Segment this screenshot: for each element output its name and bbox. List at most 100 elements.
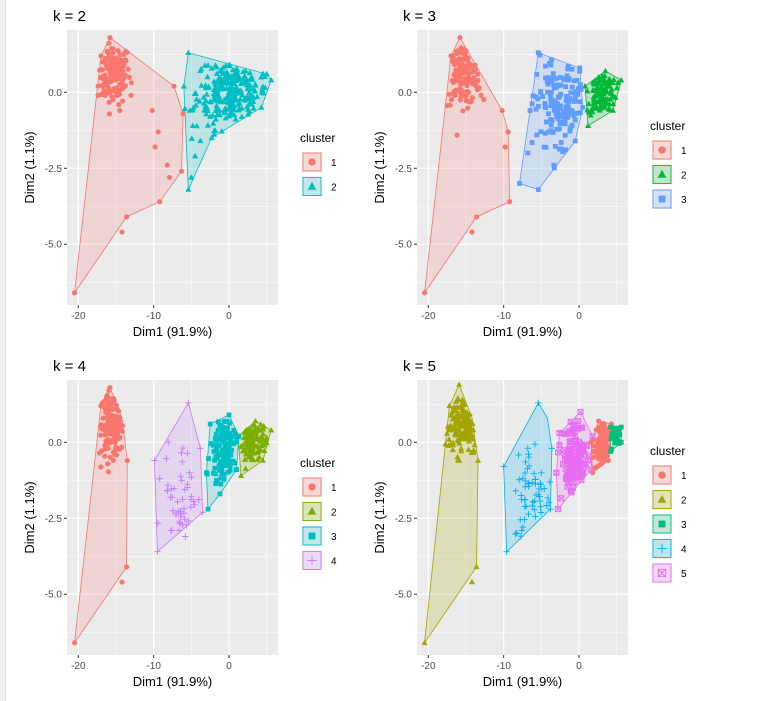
data-point [503,548,510,555]
data-point [557,146,562,152]
data-point [259,86,266,92]
data-point [563,147,568,153]
data-point [268,76,275,83]
legend-symbol-1 [658,146,666,154]
data-point [548,122,554,128]
data-point [232,431,238,437]
data-point [107,431,113,437]
legend-title: cluster [300,131,335,145]
data-point [100,415,107,421]
data-point [98,432,104,438]
data-point [549,118,555,123]
data-point [455,410,462,416]
data-point [215,434,221,440]
data-point [155,129,161,135]
data-point [459,417,467,423]
data-point [117,107,123,114]
data-point [221,419,227,424]
data-point [585,122,592,128]
data-point [116,57,122,63]
data-point [608,424,614,430]
data-point [188,135,195,141]
data-point [594,443,600,449]
data-point [543,63,548,69]
data-point [120,75,127,81]
legend-label-1: 1 [681,146,687,157]
data-point [191,90,198,96]
data-point [252,417,259,424]
data-point [612,427,618,433]
data-point [212,116,219,122]
data-point [212,127,219,134]
legend-label-2: 2 [331,183,337,194]
data-point [227,420,232,426]
data-point [563,476,570,483]
data-point [558,75,563,80]
data-point [239,447,246,454]
data-point [552,83,557,89]
y-tick-label: -5.0 [45,590,63,601]
data-point [542,104,548,110]
data-point [216,95,223,101]
data-point [198,65,205,72]
data-point [573,93,578,99]
data-point [258,442,265,449]
data-point [116,436,122,442]
data-point [545,499,553,506]
data-point [602,67,609,74]
data-point [203,110,210,117]
data-point [522,458,529,466]
y-axis-label: Dim2 (1.1%) [22,131,37,203]
legend-symbol-3 [308,532,316,540]
data-point [174,498,181,505]
data-point [565,473,573,480]
cluster-1-points [588,418,614,476]
data-point [214,478,219,483]
legend-symbol-2 [307,181,317,190]
data-point [457,35,463,41]
data-point [213,70,220,76]
data-point [465,74,471,80]
legend-symbol-2 [657,494,667,503]
data-point [512,530,519,538]
plot-title: k = 2 [53,8,86,25]
data-point [527,108,533,113]
data-point [246,89,253,95]
data-point [115,408,122,414]
data-point [231,428,237,433]
data-point [226,88,233,95]
data-point [214,111,221,118]
data-point [449,416,456,422]
data-point [519,475,527,482]
legend-label-3: 3 [681,195,687,206]
data-point [218,79,226,86]
cluster-2-points [235,417,275,478]
panel-k4: k = 4 -20 -10 0 0.0 -2.5 -5.0 Dim1 (91.9%) Dim2 … [22,358,337,689]
data-point [221,74,228,80]
data-point [262,84,269,91]
legend-symbol-2 [307,506,317,515]
data-point [562,132,568,138]
data-point [554,103,560,109]
data-point [559,461,566,468]
data-point [246,448,253,455]
data-point [163,455,170,462]
data-point [457,97,463,103]
data-point [213,78,220,85]
data-point [537,52,543,58]
legend-label-4: 4 [331,557,337,568]
data-point [590,79,597,85]
data-point [198,82,205,88]
data-point [585,100,592,107]
data-point [226,95,233,101]
data-point [598,83,605,90]
data-point [572,117,578,123]
data-point [541,144,547,150]
data-point [261,73,268,79]
panel-k2: k = 2 -20 -10 0 0.0 -2.5 -5.0 Dim1 (91.9%) Dim2 … [22,8,337,339]
data-point [101,90,107,96]
data-point [189,107,196,113]
data-point [587,112,594,118]
data-point [566,98,572,104]
data-point [537,509,545,516]
